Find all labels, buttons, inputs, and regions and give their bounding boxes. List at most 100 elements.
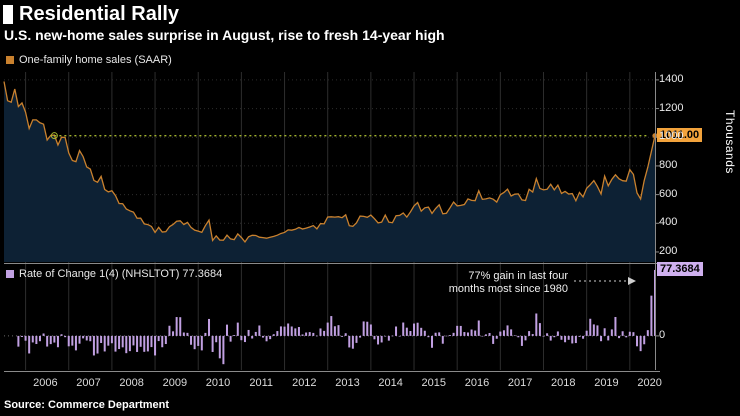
roc-bar — [348, 335, 351, 348]
roc-bar — [413, 323, 416, 336]
roc-bar — [71, 335, 74, 346]
roc-bar — [359, 335, 362, 338]
roc-bar — [596, 325, 599, 336]
roc-bar — [179, 317, 182, 336]
sales-legend[interactable]: One-family home sales (SAAR) — [6, 54, 172, 66]
roc-bar — [225, 324, 228, 336]
roc-bar — [42, 333, 45, 336]
roc-bar — [297, 327, 300, 336]
roc-bar — [427, 335, 430, 338]
roc-legend[interactable]: Rate of Change 1(4) (NHSLTOT) 77.3684 — [6, 268, 222, 280]
roc-bar — [211, 335, 214, 352]
roc-bar — [233, 334, 236, 336]
y-tick-label: 1200 — [659, 101, 684, 114]
sales-last-value-box: 1011.00 — [657, 127, 703, 142]
roc-bar — [391, 335, 394, 337]
sales-area — [4, 81, 655, 263]
sales-line — [3, 81, 656, 244]
roc-bar — [520, 335, 523, 346]
threshold-start-dot — [53, 134, 56, 137]
roc-bar — [384, 335, 387, 337]
x-tick-label: 2009 — [162, 377, 188, 389]
roc-bar — [38, 335, 41, 342]
roc-bar — [463, 332, 466, 336]
roc-bar — [136, 335, 139, 352]
roc-bar — [405, 327, 408, 336]
sales-legend-swatch — [6, 56, 14, 64]
roc-bar — [560, 335, 563, 340]
roc-bar — [441, 335, 444, 344]
roc-bar — [150, 335, 153, 348]
roc-bar — [333, 326, 336, 336]
roc-bar — [53, 335, 56, 343]
x-tick-label: 2017 — [507, 377, 533, 389]
roc-bar — [610, 329, 613, 336]
y-axis-title: Thousands — [723, 110, 737, 174]
roc-bar — [161, 335, 164, 348]
roc-bar — [243, 335, 246, 343]
roc-bar — [323, 330, 326, 336]
roc-bar — [103, 335, 106, 352]
roc-bar — [110, 335, 113, 344]
roc-legend-swatch — [6, 270, 14, 278]
y-tick-label: 600 — [659, 187, 678, 200]
roc-bar — [326, 322, 329, 336]
annotation-arrow-head — [628, 277, 636, 285]
roc-bar — [546, 333, 549, 336]
roc-bar — [294, 328, 297, 336]
roc-legend-label: Rate of Change 1(4) (NHSLTOT) 77.3684 — [19, 268, 223, 280]
roc-bar — [456, 325, 459, 336]
roc-bar — [564, 335, 567, 343]
roc-bar — [46, 335, 49, 347]
roc-bar — [567, 335, 570, 340]
roc-bar — [636, 335, 639, 347]
y-tick-label: 0 — [659, 328, 666, 341]
roc-bar — [229, 335, 232, 342]
roc-bar — [337, 325, 340, 336]
roc-bar — [470, 329, 473, 336]
x-tick-label: 2006 — [33, 377, 58, 389]
x-tick-label: 2015 — [421, 377, 447, 389]
roc-bar — [621, 331, 624, 336]
roc-bar — [510, 329, 513, 336]
roc-bar — [531, 334, 534, 336]
roc-bar — [200, 335, 203, 351]
roc-bar — [524, 335, 527, 341]
x-tick-label: 2007 — [76, 377, 101, 389]
x-tick-label: 2016 — [464, 377, 490, 389]
y-tick-label: 1000 — [659, 130, 684, 143]
roc-bar — [362, 321, 365, 336]
roc-bar — [474, 330, 477, 336]
roc-bar — [247, 329, 250, 336]
roc-bar — [56, 335, 59, 348]
roc-bar — [74, 335, 77, 351]
roc-bar — [330, 316, 333, 336]
roc-bar — [269, 335, 272, 340]
roc-bar — [502, 330, 505, 336]
roc-bar — [305, 332, 308, 336]
roc-bar — [24, 335, 27, 341]
roc-bar — [208, 318, 211, 336]
roc-bar — [82, 335, 85, 339]
roc-bar — [614, 316, 617, 336]
roc-bar — [398, 335, 401, 337]
roc-bar — [265, 335, 268, 342]
x-tick-label: 2020 — [637, 377, 662, 389]
roc-bar — [182, 332, 185, 336]
y-tick-label: 200 — [659, 244, 678, 257]
roc-bar — [236, 322, 239, 336]
roc-bar — [78, 335, 81, 344]
roc-bar — [49, 335, 52, 345]
roc-bar — [445, 335, 448, 337]
roc-bar — [20, 335, 23, 337]
roc-bar — [499, 331, 502, 336]
y-tick-label: 400 — [659, 216, 678, 229]
x-tick-label: 2010 — [205, 377, 231, 389]
roc-bar — [592, 324, 595, 336]
roc-bar — [434, 332, 437, 336]
header: Residential Rally — [3, 3, 179, 26]
roc-bar — [276, 331, 279, 336]
roc-bar — [632, 332, 635, 336]
x-tick-label: 2014 — [378, 377, 403, 389]
roc-bar — [395, 326, 398, 336]
